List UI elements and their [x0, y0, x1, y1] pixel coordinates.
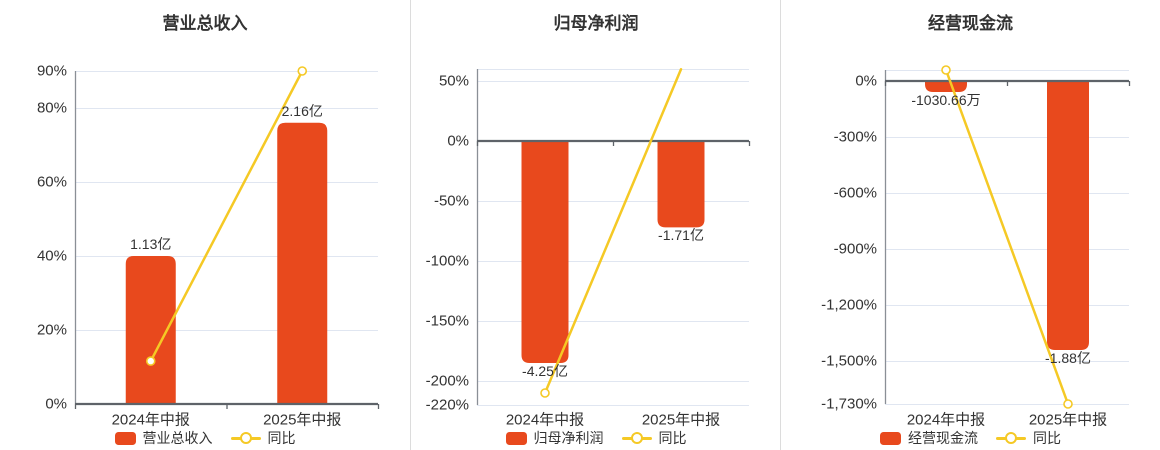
chart-panel-net-profit: 归母净利润 归母净利润 同比 50% 0% -50% -100% -150% -200% -…	[411, 0, 781, 450]
yoy-line[interactable]	[149, 69, 304, 363]
yoy-line[interactable]	[944, 68, 1070, 406]
y-tick-label: 40%	[36, 247, 67, 265]
panel-divider	[410, 0, 411, 450]
yoy-line-marker[interactable]	[1063, 399, 1073, 409]
y-tick-label: 0%	[855, 72, 877, 90]
x-category-label: 2025年中报	[263, 411, 342, 429]
y-tick-label: 80%	[36, 99, 67, 117]
y-tick-label: -1,200%	[821, 296, 877, 314]
x-category-label: 2024年中报	[906, 411, 986, 429]
yoy-line-marker[interactable]	[941, 65, 951, 75]
bar-swatch-icon	[505, 431, 527, 445]
legend-line-label: 同比	[1033, 430, 1061, 446]
x-category-label: 2024年中报	[505, 411, 585, 429]
chart-panel-revenue: 营业总收入 营业总收入 同比 90% 80% 60% 40% 20% 0% 2024年中报 2…	[0, 0, 410, 450]
y-tick-label: -100%	[425, 252, 469, 270]
chart-panel-operating-cash-flow: 经营现金流 经营现金流 同比 0% -300% -600% -900% -1,200% -…	[781, 0, 1160, 450]
legend-line-label: 同比	[267, 430, 296, 446]
y-tick-label: 90%	[36, 62, 67, 80]
x-category-label: 2024年中报	[111, 411, 190, 429]
y-tick-label: -600%	[833, 184, 877, 202]
y-tick-label: 0%	[45, 395, 67, 413]
y-tick-label: -300%	[833, 128, 877, 146]
chart-legend: 归母净利润 同比	[411, 430, 781, 446]
yoy-line-marker[interactable]	[540, 388, 550, 398]
y-tick-label: -50%	[433, 192, 469, 210]
legend-item-bar[interactable]: 营业总收入	[114, 428, 213, 448]
chart-legend: 经营现金流 同比	[781, 430, 1160, 446]
revenue-bar-2025年中报[interactable]	[277, 122, 328, 405]
line-swatch-icon	[996, 432, 1026, 444]
bar-value-label: -1.88亿	[1045, 350, 1091, 367]
line-swatch-icon	[230, 432, 261, 444]
net-profit-bar-2024年中报[interactable]	[521, 141, 569, 363]
x-category-label: 2025年中报	[1028, 411, 1108, 429]
legend-item-bar[interactable]: 经营现金流	[880, 428, 978, 448]
bar-value-label: 1.13亿	[130, 236, 172, 252]
legend-item-line[interactable]: 同比	[621, 428, 687, 448]
y-tick-label: -150%	[425, 312, 469, 330]
chart-legend: 营业总收入 同比	[0, 430, 410, 446]
y-tick-label: -200%	[425, 372, 469, 390]
chart-title: 归母净利润	[553, 14, 639, 33]
gridlines	[477, 69, 749, 406]
line-swatch-icon	[621, 432, 652, 444]
y-tick-label: 60%	[36, 173, 67, 191]
legend-bar-label: 营业总收入	[142, 430, 213, 446]
yoy-line-marker[interactable]	[297, 66, 308, 76]
legend-item-line[interactable]: 同比	[230, 428, 296, 448]
y-tick-label: 0%	[447, 132, 469, 150]
y-tick-label: -900%	[833, 240, 877, 258]
x-axis-ticks	[74, 404, 380, 409]
legend-bar-label: 归母净利润	[533, 430, 604, 446]
yoy-line[interactable]	[543, 67, 683, 395]
revenue-bar-2024年中报[interactable]	[125, 256, 176, 404]
legend-item-bar[interactable]: 归母净利润	[505, 428, 604, 448]
bar-value-label: -4.25亿	[522, 363, 568, 379]
net-profit-plot-canvas	[476, 67, 751, 406]
bar-value-label: 2.16亿	[281, 102, 323, 119]
x-axis-ticks	[884, 81, 1131, 87]
net-profit-bar-2025年中报[interactable]	[657, 141, 705, 228]
legend-line-label: 同比	[658, 430, 687, 446]
bar-value-label: -1.71亿	[658, 227, 704, 244]
bar-swatch-icon	[880, 431, 901, 445]
cash-flow-plot-canvas	[884, 65, 1131, 409]
chart-title: 营业总收入	[162, 14, 248, 33]
revenue-plot-canvas	[74, 66, 380, 409]
legend-item-line[interactable]: 同比	[996, 428, 1061, 448]
yoy-line-marker[interactable]	[145, 356, 156, 366]
chart-title: 经营现金流	[928, 14, 1013, 33]
y-tick-label: -1,730%	[821, 395, 877, 413]
cash-flow-bar-2025年中报[interactable]	[1047, 81, 1089, 351]
y-tick-label: -1,500%	[821, 352, 877, 370]
x-category-label: 2025年中报	[641, 411, 721, 429]
y-tick-label: -220%	[425, 396, 469, 414]
bar-swatch-icon	[114, 431, 136, 445]
panel-divider	[780, 0, 781, 450]
bar-value-label: -1030.66万	[911, 92, 981, 109]
legend-bar-label: 经营现金流	[908, 430, 978, 446]
y-tick-label: 50%	[438, 72, 469, 90]
x-axis-ticks	[476, 141, 751, 146]
cash-flow-bar-2024年中报[interactable]	[925, 81, 967, 93]
gridlines	[75, 71, 378, 331]
y-tick-label: 20%	[36, 321, 67, 339]
